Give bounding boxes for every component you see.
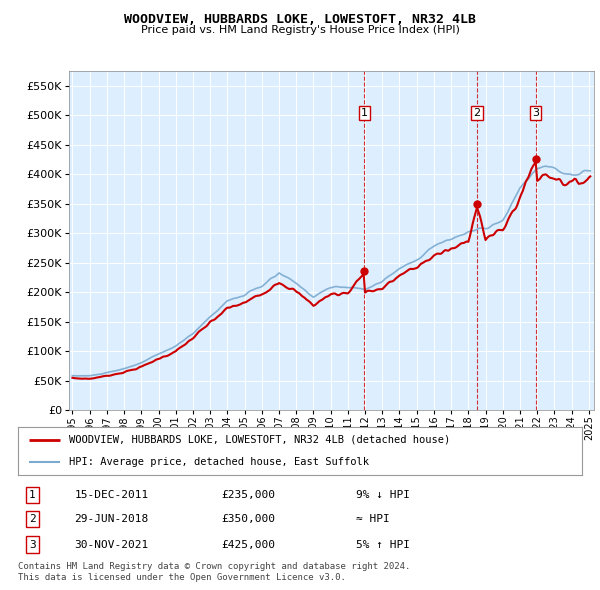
Text: HPI: Average price, detached house, East Suffolk: HPI: Average price, detached house, East…: [69, 457, 369, 467]
Text: 1: 1: [361, 108, 368, 118]
Text: 2: 2: [473, 108, 481, 118]
Text: 9% ↓ HPI: 9% ↓ HPI: [356, 490, 410, 500]
Text: 15-DEC-2011: 15-DEC-2011: [74, 490, 149, 500]
Text: £425,000: £425,000: [221, 539, 275, 549]
Text: Price paid vs. HM Land Registry's House Price Index (HPI): Price paid vs. HM Land Registry's House …: [140, 25, 460, 35]
Text: 1: 1: [29, 490, 35, 500]
Text: 30-NOV-2021: 30-NOV-2021: [74, 539, 149, 549]
Text: This data is licensed under the Open Government Licence v3.0.: This data is licensed under the Open Gov…: [18, 573, 346, 582]
Text: £235,000: £235,000: [221, 490, 275, 500]
Text: 5% ↑ HPI: 5% ↑ HPI: [356, 539, 410, 549]
Text: WOODVIEW, HUBBARDS LOKE, LOWESTOFT, NR32 4LB (detached house): WOODVIEW, HUBBARDS LOKE, LOWESTOFT, NR32…: [69, 435, 450, 445]
Text: 2: 2: [29, 514, 35, 524]
Text: £350,000: £350,000: [221, 514, 275, 524]
Text: 3: 3: [532, 108, 539, 118]
Text: 29-JUN-2018: 29-JUN-2018: [74, 514, 149, 524]
Text: ≈ HPI: ≈ HPI: [356, 514, 390, 524]
Text: Contains HM Land Registry data © Crown copyright and database right 2024.: Contains HM Land Registry data © Crown c…: [18, 562, 410, 571]
Text: WOODVIEW, HUBBARDS LOKE, LOWESTOFT, NR32 4LB: WOODVIEW, HUBBARDS LOKE, LOWESTOFT, NR32…: [124, 13, 476, 26]
Text: 3: 3: [29, 539, 35, 549]
